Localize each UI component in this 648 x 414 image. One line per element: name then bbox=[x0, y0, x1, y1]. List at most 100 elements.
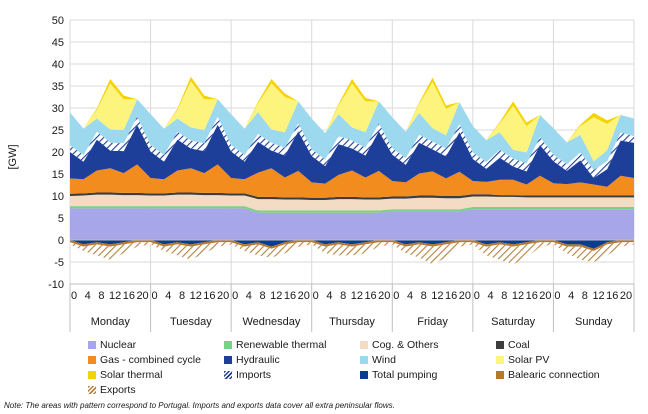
legend-label: Gas - combined cycle bbox=[100, 354, 201, 366]
x-tick-label-hour: 4 bbox=[85, 290, 91, 302]
legend-item-gas-combined-cycle: Gas - combined cycle bbox=[88, 353, 224, 367]
legend-item-wind: Wind bbox=[360, 353, 496, 367]
x-tick-label-hour: 20 bbox=[459, 290, 471, 302]
y-tick-label: 45 bbox=[52, 37, 64, 49]
y-tick-label: 0 bbox=[58, 235, 64, 247]
x-tick-label-hour: 4 bbox=[165, 290, 171, 302]
legend-swatch bbox=[88, 341, 96, 349]
legend-item-hydraulic: Hydraulic bbox=[224, 353, 360, 367]
footnote: Note: The areas with pattern correspond … bbox=[4, 401, 395, 410]
x-tick-label-hour: 12 bbox=[109, 290, 121, 302]
legend-label: Imports bbox=[236, 369, 272, 381]
legend-label: Exports bbox=[100, 384, 136, 396]
legend-swatch bbox=[496, 341, 504, 349]
y-tick-label: 30 bbox=[52, 103, 64, 115]
x-tick-label-hour: 20 bbox=[136, 290, 148, 302]
x-tick-label-hour: 20 bbox=[378, 290, 390, 302]
x-tick-label-hour: 16 bbox=[364, 290, 376, 302]
legend-item-solar-pv: Solar PV bbox=[496, 353, 632, 367]
x-tick-label-day: Thursday bbox=[329, 316, 375, 328]
legend-label: Hydraulic bbox=[236, 354, 280, 366]
legend-swatch bbox=[360, 341, 368, 349]
y-tick-label: 35 bbox=[52, 81, 64, 93]
x-tick-label-hour: 8 bbox=[340, 290, 346, 302]
legend-swatch bbox=[224, 356, 232, 364]
x-tick-label-hour: 8 bbox=[260, 290, 266, 302]
x-tick-label-hour: 8 bbox=[582, 290, 588, 302]
x-tick-label-hour: 8 bbox=[501, 290, 507, 302]
x-tick-label-day: Wednesday bbox=[242, 316, 300, 328]
x-tick-label-hour: 0 bbox=[554, 290, 560, 302]
x-tick-label-hour: 12 bbox=[592, 290, 604, 302]
legend-swatch bbox=[496, 356, 504, 364]
x-tick-label-hour: 16 bbox=[606, 290, 618, 302]
series-area-hydraulic bbox=[70, 124, 634, 187]
x-tick-label-hour: 20 bbox=[298, 290, 310, 302]
y-tick-label: 40 bbox=[52, 59, 64, 71]
x-tick-label-hour: 16 bbox=[526, 290, 538, 302]
x-tick-label-hour: 16 bbox=[445, 290, 457, 302]
x-tick-label-hour: 16 bbox=[284, 290, 296, 302]
x-tick-label-hour: 4 bbox=[568, 290, 574, 302]
legend-label: Renewable thermal bbox=[236, 339, 327, 351]
legend-swatch bbox=[88, 386, 96, 394]
y-tick-label: 10 bbox=[52, 191, 64, 203]
legend-swatch bbox=[224, 341, 232, 349]
x-tick-label-hour: 0 bbox=[152, 290, 158, 302]
x-tick-label-hour: 4 bbox=[407, 290, 413, 302]
legend-item-balearic-connection: Balearic connection bbox=[496, 368, 632, 382]
series-area-exports bbox=[70, 242, 634, 265]
series-area-renewable-thermal bbox=[70, 206, 634, 213]
legend-label: Wind bbox=[372, 354, 396, 366]
x-tick-label-hour: 0 bbox=[71, 290, 77, 302]
legend-swatch bbox=[224, 371, 232, 379]
x-tick-label-hour: 8 bbox=[179, 290, 185, 302]
x-tick-label-day: Friday bbox=[417, 316, 448, 328]
y-tick-label: 15 bbox=[52, 169, 64, 181]
x-tick-label-hour: 0 bbox=[393, 290, 399, 302]
y-tick-label: 5 bbox=[58, 213, 64, 225]
series-area-imports bbox=[70, 116, 634, 178]
legend-item-coal: Coal bbox=[496, 338, 632, 352]
legend-item-total-pumping: Total pumping bbox=[360, 368, 496, 382]
legend-label: Cog. & Others bbox=[372, 339, 439, 351]
series-area-balearic-connection bbox=[70, 240, 634, 251]
series-area-cog-others bbox=[70, 194, 634, 211]
legend-label: Solar thermal bbox=[100, 369, 163, 381]
legend-label: Coal bbox=[508, 339, 530, 351]
x-tick-label-day: Saturday bbox=[491, 316, 536, 328]
legend-label: Balearic connection bbox=[508, 369, 600, 381]
legend-item-nuclear: Nuclear bbox=[88, 338, 224, 352]
x-tick-label-hour: 12 bbox=[270, 290, 282, 302]
x-tick-label-hour: 4 bbox=[488, 290, 494, 302]
x-tick-label-hour: 0 bbox=[232, 290, 238, 302]
x-tick-label-hour: 16 bbox=[123, 290, 135, 302]
x-tick-label-hour: 12 bbox=[512, 290, 524, 302]
x-tick-label-hour: 0 bbox=[474, 290, 480, 302]
series-area-wind bbox=[70, 99, 634, 171]
legend-swatch bbox=[88, 371, 96, 379]
legend-item-imports: Imports bbox=[224, 368, 360, 382]
x-tick-label-hour: 12 bbox=[431, 290, 443, 302]
legend-item-renewable-thermal: Renewable thermal bbox=[224, 338, 360, 352]
x-tick-label-hour: 4 bbox=[326, 290, 332, 302]
area-series-group bbox=[70, 76, 634, 265]
x-tick-label-hour: 12 bbox=[351, 290, 363, 302]
legend-swatch bbox=[360, 356, 368, 364]
x-tick-label-hour: 20 bbox=[217, 290, 229, 302]
y-axis-label: [GW] bbox=[7, 144, 19, 169]
legend-swatch bbox=[88, 356, 96, 364]
x-tick-label-hour: 4 bbox=[246, 290, 252, 302]
legend-label: Total pumping bbox=[372, 369, 438, 381]
y-tick-label: 25 bbox=[52, 125, 64, 137]
x-tick-label-hour: 8 bbox=[421, 290, 427, 302]
series-area-solar-pv bbox=[70, 81, 634, 162]
y-tick-label: -10 bbox=[48, 279, 64, 291]
legend-label: Nuclear bbox=[100, 339, 137, 351]
x-tick-label-hour: 16 bbox=[203, 290, 215, 302]
x-tick-label-day: Monday bbox=[91, 316, 131, 328]
series-area-gas-combined-cycle bbox=[70, 164, 634, 198]
series-area-coal bbox=[70, 192, 634, 200]
